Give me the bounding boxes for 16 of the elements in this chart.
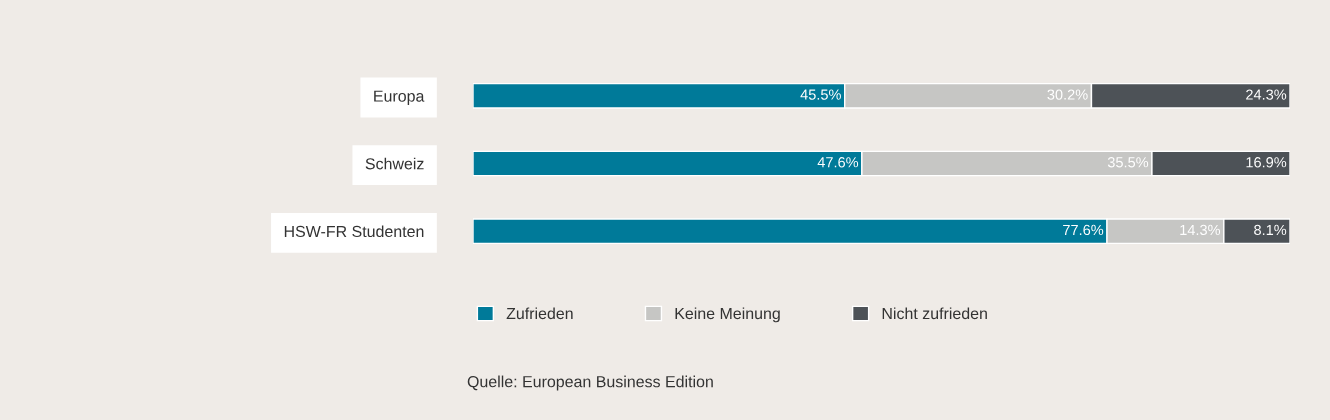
y-tick-label: Schweiz [365,157,424,170]
data-label: 30.2% [1047,89,1088,100]
y-tick-label: HSW-FR Studenten [284,225,424,238]
y-tick-label: Europa [374,90,425,105]
source-note: Quelle: European Business Edition [467,375,713,391]
data-label: 8.1% [1254,224,1287,236]
data-label: 77.6% [1063,224,1104,236]
data-label: 45.5% [800,89,841,100]
data-label: 47.6% [817,157,859,168]
data-label: 24.3% [1246,89,1287,100]
data-label: 14.3% [1180,224,1221,236]
data-label: 16.9% [1246,157,1287,168]
legend-label: Zufrieden [506,307,573,320]
legend-label: Keine Meinung [675,307,780,323]
legend-label: Nicht zufrieden [882,307,987,320]
data-label: 35.5% [1107,157,1149,168]
